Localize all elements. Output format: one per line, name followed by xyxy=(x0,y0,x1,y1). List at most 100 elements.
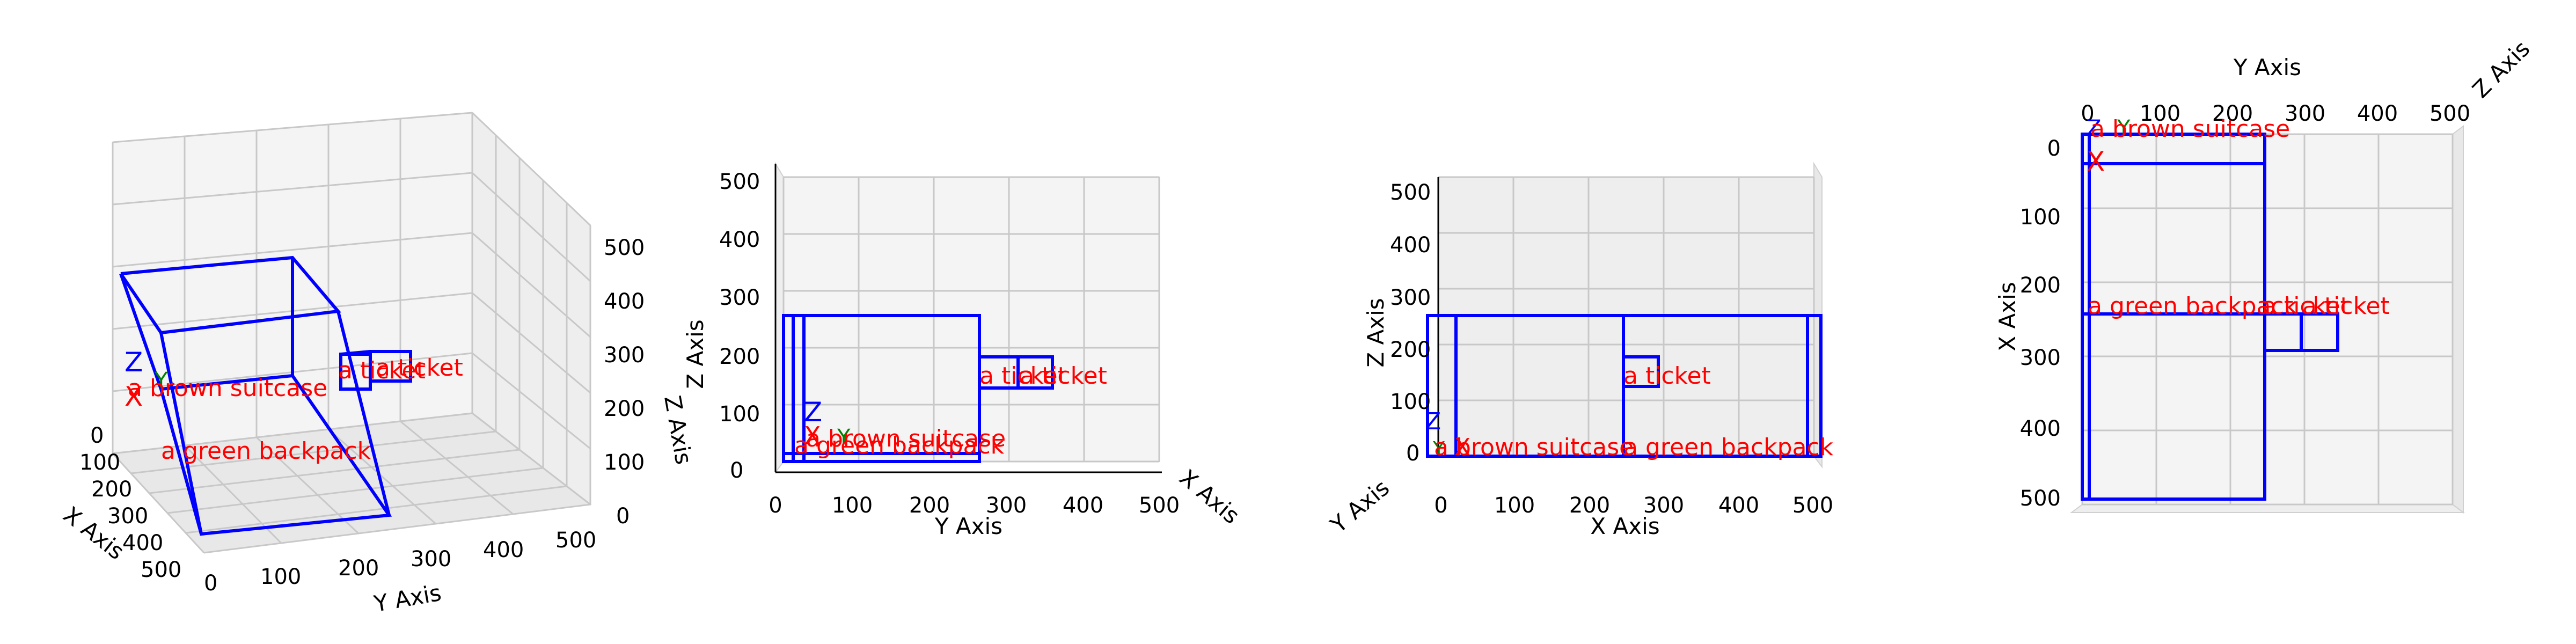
tick-y-0: 0 xyxy=(204,571,217,596)
grid-line xyxy=(472,412,591,506)
label-brown-suitcase: a brown suitcase xyxy=(806,425,1006,452)
tick-y-500: 500 xyxy=(2429,101,2470,126)
tick-x-400: 400 xyxy=(1718,493,1759,518)
markers: Z X Y xyxy=(804,397,851,450)
panel-top: 0 100 200 300 400 500 Y Axis 0 100 200 3… xyxy=(1994,35,2535,514)
label-ticket-1: a ticket xyxy=(979,362,1067,390)
box-edge xyxy=(159,332,203,535)
y-axis-label: Y Axis xyxy=(2233,54,2301,80)
grid-line xyxy=(112,452,205,554)
z-marker: Z xyxy=(2087,116,2101,141)
tick-x-500: 500 xyxy=(1792,493,1833,518)
tick-x-200: 200 xyxy=(1569,493,1610,518)
tick-z-300: 300 xyxy=(604,343,645,368)
tick-x-0: 0 xyxy=(1434,493,1447,518)
tick-z-100: 100 xyxy=(604,450,645,475)
grid-line xyxy=(203,503,591,554)
object-labels: a brown suitcase a green backpack a tick… xyxy=(1434,362,1834,461)
tick-z-400: 400 xyxy=(1390,233,1431,258)
tick-z-100: 100 xyxy=(719,402,760,427)
z-axis-label: Z Axis xyxy=(659,393,697,466)
bounding-boxes xyxy=(1426,314,1823,458)
panel-front: 0 100 200 300 400 500 Z Axis 0 100 200 3… xyxy=(682,162,1245,539)
tick-y-100: 100 xyxy=(832,493,873,518)
y-axis-label: Y Axis xyxy=(371,580,443,617)
tick-y-500: 500 xyxy=(555,528,596,553)
tick-z-100: 100 xyxy=(1390,390,1431,414)
label-brown-suitcase: a brown suitcase xyxy=(2090,115,2290,143)
z-marker: Z xyxy=(125,347,143,378)
y-marker: Y xyxy=(2117,116,2131,141)
tick-y-300: 300 xyxy=(2285,101,2325,126)
label-ticket-1: a ticket xyxy=(338,357,426,384)
label-green-backpack: a green backpack xyxy=(1623,434,1834,461)
box-ticket-2 xyxy=(2300,312,2339,352)
x-marker: X xyxy=(2087,146,2105,177)
tick-y-100: 100 xyxy=(2140,101,2180,126)
label-green-backpack: a green backpack xyxy=(161,437,371,465)
x-axis-label: X Axis xyxy=(1590,513,1659,539)
z-axis-label: Z Axis xyxy=(1363,298,1389,367)
tick-y-0: 0 xyxy=(769,493,782,518)
object-labels: a brown suitcase a green backpack a tick… xyxy=(794,362,1107,459)
tick-x-200: 200 xyxy=(91,477,132,502)
y-axis-label: Y Axis xyxy=(1325,474,1394,538)
box-green-backpack-bottom xyxy=(159,374,392,536)
bounding-boxes xyxy=(2081,133,2339,501)
tick-y-300: 300 xyxy=(411,547,451,572)
label-brown-suitcase: a brown suitcase xyxy=(128,375,327,402)
box-green-backpack xyxy=(1454,314,1823,458)
box-ticket xyxy=(1622,355,1660,388)
grid-line xyxy=(400,420,514,515)
tick-y-200: 200 xyxy=(338,556,379,581)
object-labels: a brown suitcase a green backpack a tick… xyxy=(2088,115,2390,320)
box-ticket-2 xyxy=(1016,355,1054,390)
grid-line xyxy=(112,112,473,143)
tick-x-0: 0 xyxy=(90,423,104,448)
y-marker: Y xyxy=(1432,438,1445,460)
tick-z-400: 400 xyxy=(719,228,760,252)
box-ticket-2 xyxy=(369,350,412,383)
tick-x-500: 500 xyxy=(2020,486,2061,511)
x-axis-label: X Axis xyxy=(1994,282,2021,351)
grid-line xyxy=(149,449,520,494)
x-axis-label: X Axis xyxy=(1175,464,1245,529)
tick-z-400: 400 xyxy=(604,289,645,314)
tick-y-300: 300 xyxy=(986,493,1027,518)
tick-z-200: 200 xyxy=(719,345,760,369)
tick-y-400: 400 xyxy=(483,538,524,562)
tick-x-200: 200 xyxy=(2020,273,2061,298)
back-pane xyxy=(783,177,1160,462)
z-marker: Z xyxy=(804,397,822,428)
bounding-boxes xyxy=(119,255,412,536)
tick-z-0: 0 xyxy=(1406,441,1419,466)
tick-y-200: 200 xyxy=(909,493,950,518)
label-green-backpack: a green backpack xyxy=(2088,292,2298,320)
grid-line xyxy=(167,467,544,514)
tick-z-0: 0 xyxy=(730,458,743,483)
box-edge xyxy=(119,273,163,390)
grid-line xyxy=(328,428,436,525)
tick-y-400: 400 xyxy=(2357,101,2398,126)
panel-perspective: 0 100 200 300 400 500 X Axis 0 100 200 3… xyxy=(58,111,697,617)
tick-z-300: 300 xyxy=(1390,286,1431,310)
tick-x-400: 400 xyxy=(122,531,163,555)
tick-z-500: 500 xyxy=(1390,180,1431,205)
box-edge xyxy=(336,311,391,516)
tick-y-400: 400 xyxy=(1063,493,1103,518)
tick-z-300: 300 xyxy=(719,286,760,310)
markers: Z X Y xyxy=(125,347,168,412)
label-brown-suitcase: a brown suitcase xyxy=(1434,434,1634,461)
y-marker: Y xyxy=(837,425,851,450)
tick-z-200: 200 xyxy=(1390,338,1431,362)
label-ticket-1: a ticket xyxy=(2262,292,2350,320)
tick-y-100: 100 xyxy=(260,565,301,589)
tick-x-300: 300 xyxy=(107,504,148,529)
grid-line xyxy=(130,430,496,474)
x-marker: X xyxy=(804,421,821,450)
tick-z-500: 500 xyxy=(719,170,760,194)
grid-line xyxy=(185,485,567,534)
tick-x-100: 100 xyxy=(79,450,120,475)
label-green-backpack: a green backpack xyxy=(794,432,1005,459)
